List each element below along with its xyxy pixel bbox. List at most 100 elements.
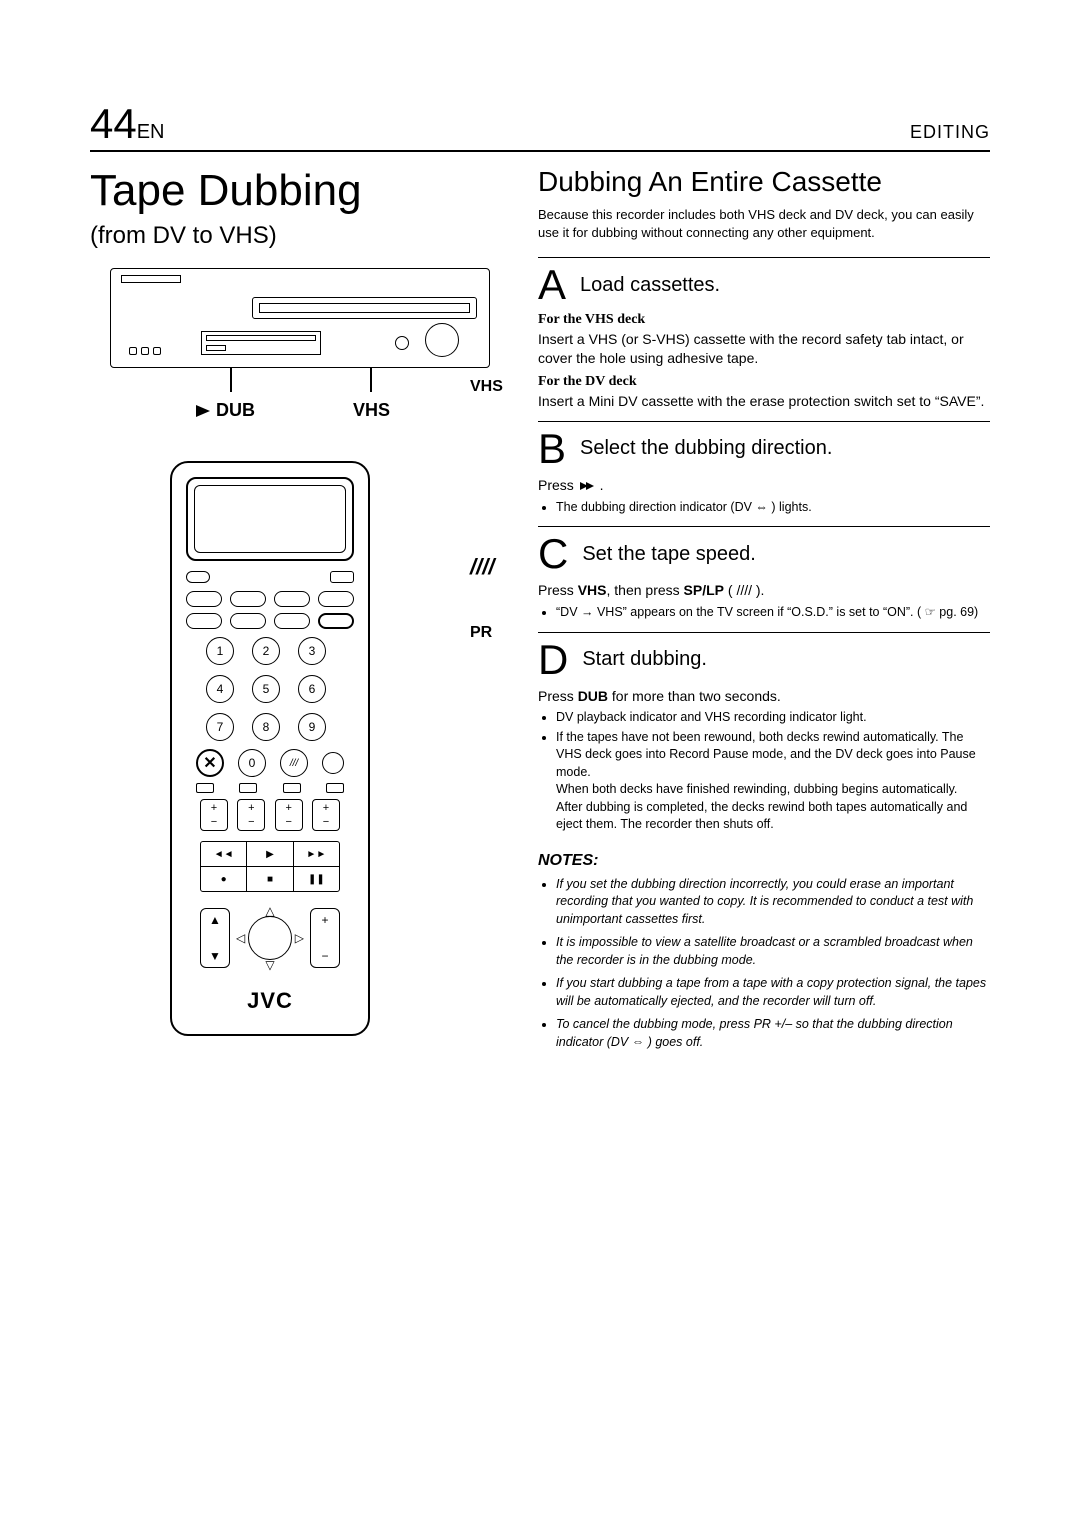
- remote-mini-button: [326, 783, 344, 793]
- text-part: Press: [538, 688, 578, 704]
- notes-list: If you set the dubbing direction incorre…: [538, 876, 990, 1052]
- left-column: Tape Dubbing (from DV to VHS) DUB VHS VH…: [90, 160, 510, 1057]
- remote-oval-button: [274, 613, 310, 629]
- press-prefix: Press: [538, 477, 574, 493]
- step-title: Start dubbing.: [582, 648, 707, 671]
- dub-text: DUB: [216, 400, 255, 421]
- remote-splp-button: ///: [280, 749, 308, 777]
- step-title: Select the dubbing direction.: [580, 437, 832, 460]
- callout-vhs: VHS: [470, 378, 503, 396]
- notes-heading: NOTES:: [538, 852, 990, 870]
- remote-illustration: 1 2 3 4 5 6 7 8 9 ✕ 0 ///: [170, 461, 370, 1036]
- remote-plus-minus: +−: [312, 799, 340, 831]
- page-header: 44EN EDITING: [90, 100, 990, 152]
- press-suffix: .: [600, 477, 604, 493]
- page-number: 44EN: [90, 100, 165, 148]
- deck-pointer-lines: [110, 368, 490, 400]
- right-column: Dubbing An Entire Cassette Because this …: [538, 160, 990, 1057]
- remote-num-button: 6: [298, 675, 326, 703]
- step-subheading: For the VHS deck: [538, 312, 990, 328]
- note-item: It is impossible to view a satellite bro…: [556, 934, 990, 969]
- remote-num-button: 2: [252, 637, 280, 665]
- remote-plus-minus: +−: [237, 799, 265, 831]
- step-bullets: The dubbing direction indicator (DV ⇔ ) …: [538, 499, 990, 517]
- remote-num-button: 9: [298, 713, 326, 741]
- remote-oval-button: [318, 591, 354, 607]
- remote-oval-button: [186, 591, 222, 607]
- remote-mini-button: [283, 783, 301, 793]
- step-a: A Load cassettes. For the VHS deck Inser…: [538, 257, 990, 411]
- step-body: Press DUB for more than two seconds.: [538, 687, 990, 706]
- bullet-item: DV playback indicator and VHS recording …: [556, 709, 990, 727]
- step-title: Set the tape speed.: [582, 543, 755, 566]
- remote-num-button: 7: [206, 713, 234, 741]
- step-letter: D: [538, 639, 568, 681]
- vhs-label: VHS: [353, 400, 390, 421]
- step-bullets: DV playback indicator and VHS recording …: [538, 709, 990, 834]
- step-b: B Select the dubbing direction. Press . …: [538, 421, 990, 516]
- arrow-icon: [196, 405, 210, 417]
- step-body: Press .: [538, 476, 990, 495]
- remote-num-button: 1: [206, 637, 234, 665]
- remote-brand-logo: JVC: [186, 988, 354, 1014]
- page-number-value: 44: [90, 100, 137, 147]
- note-item: If you start dubbing a tape from a tape …: [556, 975, 990, 1010]
- bullet-item: “DV → VHS” appears on the TV screen if “…: [556, 604, 990, 622]
- remote-dpad: △▽◁▷: [238, 906, 302, 970]
- step-title: Load cassettes.: [580, 274, 720, 297]
- note-item: If you set the dubbing direction incorre…: [556, 876, 990, 929]
- remote-vertical-pill: ▲▼: [200, 908, 230, 968]
- step-subheading: For the DV deck: [538, 374, 990, 390]
- step-bullets: “DV → VHS” appears on the TV screen if “…: [538, 604, 990, 622]
- bullet-item: The dubbing direction indicator (DV ⇔ ) …: [556, 499, 990, 517]
- text-bold: SP/LP: [684, 582, 724, 598]
- remote-num-button: 4: [206, 675, 234, 703]
- step-letter: C: [538, 533, 568, 575]
- remote-num-button: 5: [252, 675, 280, 703]
- bullet-item: If the tapes have not been rewound, both…: [556, 729, 990, 834]
- arrow-icon: [586, 482, 594, 490]
- callout-splp: ////: [470, 554, 494, 580]
- step-d: D Start dubbing. Press DUB for more than…: [538, 632, 990, 834]
- remote-plus-minus: +−: [275, 799, 303, 831]
- dub-label: DUB: [196, 400, 255, 421]
- remote-plus-minus: +−: [200, 799, 228, 831]
- step-body: Insert a VHS (or S-VHS) cassette with th…: [538, 330, 990, 368]
- deck-illustration: [110, 268, 490, 368]
- text-part: , then press: [606, 582, 683, 598]
- page-number-suffix: EN: [137, 121, 165, 143]
- step-c: C Set the tape speed. Press VHS, then pr…: [538, 526, 990, 621]
- right-title: Dubbing An Entire Cassette: [538, 166, 990, 198]
- subtitle: (from DV to VHS): [90, 222, 510, 250]
- remote-oval-button: [230, 613, 266, 629]
- remote-mini-button: [239, 783, 257, 793]
- note-item: To cancel the dubbing mode, press PR +/–…: [556, 1016, 990, 1051]
- remote-num-button: 0: [238, 749, 266, 777]
- step-letter: B: [538, 428, 566, 470]
- remote-oval-button: [274, 591, 310, 607]
- remote-vertical-pill: +−: [310, 908, 340, 968]
- text-part: Press: [538, 582, 578, 598]
- main-title: Tape Dubbing: [90, 166, 510, 216]
- right-intro: Because this recorder includes both VHS …: [538, 206, 990, 241]
- text-bold: VHS: [578, 582, 607, 598]
- remote-oval-button: [230, 591, 266, 607]
- step-body: Insert a Mini DV cassette with the erase…: [538, 392, 990, 411]
- callout-pr: PR: [470, 624, 492, 642]
- remote-oval-button: [318, 613, 354, 629]
- step-body: Press VHS, then press SP/LP ( //// ).: [538, 581, 990, 600]
- remote-num-button: 3: [298, 637, 326, 665]
- remote-small-button: [186, 571, 210, 583]
- text-part: for more than two seconds.: [608, 688, 781, 704]
- remote-numpad: 1 2 3 4 5 6 7 8 9: [206, 637, 334, 741]
- deck-labels: DUB VHS: [110, 400, 490, 421]
- remote-small-button: [330, 571, 354, 583]
- section-label: EDITING: [910, 122, 990, 143]
- remote-cancel-button: ✕: [196, 749, 224, 777]
- text-part: ( //// ).: [724, 582, 764, 598]
- step-letter: A: [538, 264, 566, 306]
- remote-transport: ◄◄▶►► ●■❚❚: [200, 841, 340, 892]
- remote-small-circle: [322, 752, 344, 774]
- text-bold: DUB: [578, 688, 608, 704]
- remote-num-button: 8: [252, 713, 280, 741]
